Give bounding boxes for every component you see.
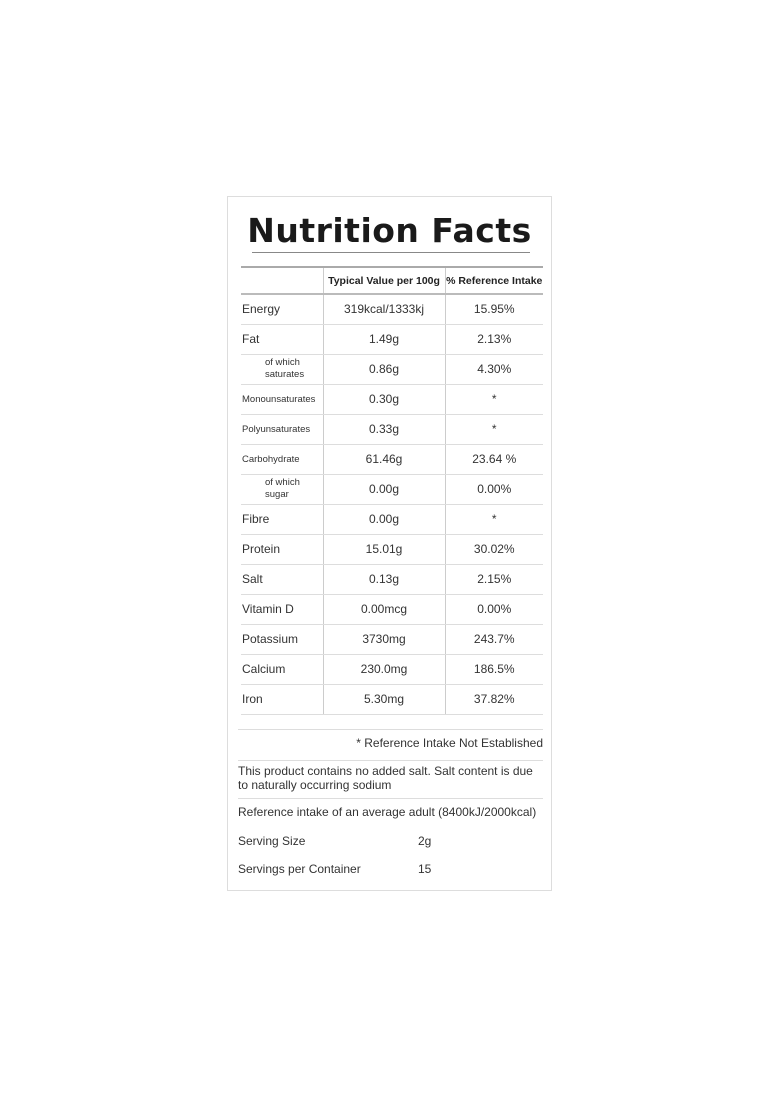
nutrient-name: of which sugar: [241, 474, 323, 505]
header-reference-intake: % Reference Intake: [445, 266, 543, 295]
footnote: * Reference Intake Not Established: [356, 736, 543, 750]
nutrient-name: Calcium: [241, 654, 323, 685]
table-row: Monounsaturates 0.30g *: [241, 384, 543, 415]
table-row: of which saturates 0.86g 4.30%: [241, 354, 543, 385]
reference-intake: 23.64 %: [445, 444, 543, 475]
nutrient-value: 0.30g: [322, 384, 446, 415]
nutrient-name: Carbohydrate: [241, 444, 323, 475]
reference-intake: 0.00%: [445, 594, 543, 625]
divider: [238, 798, 543, 799]
reference-intake: 37.82%: [445, 684, 543, 715]
reference-intake: 2.15%: [445, 564, 543, 595]
nutrient-value: 0.86g: [322, 354, 446, 385]
nutrient-name: Protein: [241, 534, 323, 565]
header-typical-value: Typical Value per 100g: [322, 266, 446, 295]
table-row: Vitamin D 0.00mcg 0.00%: [241, 594, 543, 625]
nutrient-name: Fat: [241, 324, 323, 355]
table-row: Fat 1.49g 2.13%: [241, 324, 543, 355]
nutrient-value: 0.33g: [322, 414, 446, 445]
table-row: Carbohydrate 61.46g 23.64 %: [241, 444, 543, 475]
table-row: Protein 15.01g 30.02%: [241, 534, 543, 565]
nutrient-name: Potassium: [241, 624, 323, 655]
reference-intake: *: [445, 384, 543, 415]
nutrient-name: of which saturates: [241, 354, 323, 385]
nutrient-name: Fibre: [241, 504, 323, 535]
nutrient-value: 319kcal/1333kj: [322, 294, 446, 325]
reference-intake: 30.02%: [445, 534, 543, 565]
reference-intake: 15.95%: [445, 294, 543, 325]
nutrient-value: 0.00g: [322, 474, 446, 505]
serving-size: Serving Size 2g: [238, 834, 543, 848]
salt-note: This product contains no added salt. Sal…: [238, 764, 533, 792]
nutrient-value: 0.13g: [322, 564, 446, 595]
nutrient-name: Vitamin D: [241, 594, 323, 625]
table-row: Salt 0.13g 2.15%: [241, 564, 543, 595]
reference-intake: 4.30%: [445, 354, 543, 385]
nutrient-value: 230.0mg: [322, 654, 446, 685]
nutrient-value: 1.49g: [322, 324, 446, 355]
reference-intake: 0.00%: [445, 474, 543, 505]
reference-intake: *: [445, 414, 543, 445]
serving-size-label: Serving Size: [238, 834, 306, 848]
header-nutrient: [241, 266, 323, 295]
table-row: Polyunsaturates 0.33g *: [241, 414, 543, 445]
nutrient-name: Salt: [241, 564, 323, 595]
reference-intake: 243.7%: [445, 624, 543, 655]
divider: [238, 729, 543, 730]
servings-per-container: Servings per Container 15: [238, 862, 543, 876]
nutrient-name: Monounsaturates: [241, 384, 323, 415]
reference-intake: 186.5%: [445, 654, 543, 685]
servings-label: Servings per Container: [238, 862, 361, 876]
table-header: Typical Value per 100g % Reference Intak…: [241, 266, 543, 295]
nutrition-table: Typical Value per 100g % Reference Intak…: [241, 266, 543, 715]
nutrient-value: 3730mg: [322, 624, 446, 655]
table-row: Calcium 230.0mg 186.5%: [241, 654, 543, 685]
serving-size-value: 2g: [418, 834, 432, 848]
label-title: Nutrition Facts: [247, 211, 532, 250]
nutrient-value: 0.00mcg: [322, 594, 446, 625]
table-row: Fibre 0.00g *: [241, 504, 543, 535]
title-divider: [252, 252, 530, 253]
servings-value: 15: [418, 862, 432, 876]
reference-note: Reference intake of an average adult (84…: [238, 805, 537, 819]
reference-intake: 2.13%: [445, 324, 543, 355]
nutrient-name: Polyunsaturates: [241, 414, 323, 445]
nutrient-value: 61.46g: [322, 444, 446, 475]
reference-intake: *: [445, 504, 543, 535]
table-row: of which sugar 0.00g 0.00%: [241, 474, 543, 505]
table-row: Potassium 3730mg 243.7%: [241, 624, 543, 655]
table-row: Iron 5.30mg 37.82%: [241, 684, 543, 715]
nutrient-name: Iron: [241, 684, 323, 715]
nutrient-value: 5.30mg: [322, 684, 446, 715]
divider: [238, 760, 543, 761]
nutrient-name: Energy: [241, 294, 323, 325]
nutrient-value: 15.01g: [322, 534, 446, 565]
table-row: Energy 319kcal/1333kj 15.95%: [241, 294, 543, 325]
nutrition-label: Nutrition Facts Typical Value per 100g %…: [227, 196, 552, 891]
nutrient-value: 0.00g: [322, 504, 446, 535]
